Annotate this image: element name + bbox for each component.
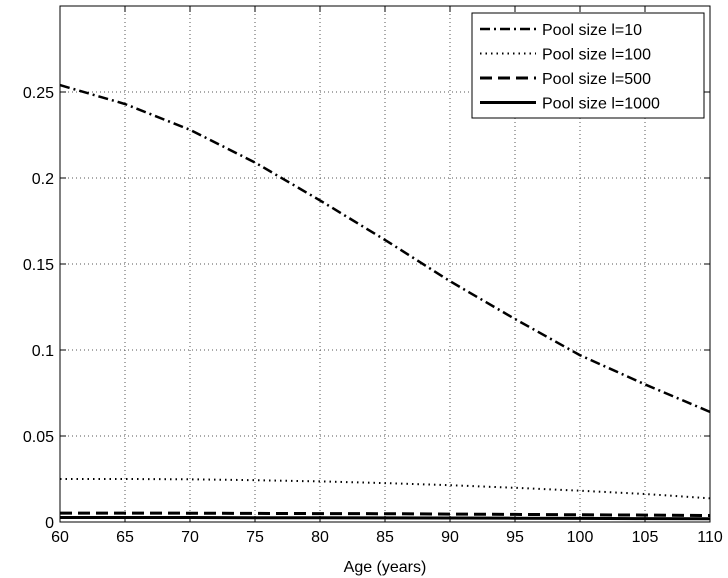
x-tick-label: 70 — [181, 529, 199, 546]
legend-label-2: Pool size l=100 — [542, 47, 651, 64]
series-line-2 — [60, 478, 711, 500]
legend-label-4: Pool size l=1000 — [542, 96, 660, 113]
x-tick-label: 95 — [506, 529, 524, 546]
x-tick-label: 110 — [697, 529, 723, 546]
y-tick-label: 0.25 — [23, 85, 54, 102]
legend-label-1: Pool size l=10 — [542, 22, 642, 39]
axis-ticks: 60 65 70 75 80 85 90 95 100 105 110 0 0.05 0.1 0.15 0.2… — [23, 6, 723, 546]
x-tick-label: 105 — [632, 529, 659, 546]
legend-box — [471, 12, 705, 119]
x-tick-label: 60 — [51, 529, 69, 546]
x-tick-label: 80 — [311, 529, 329, 546]
x-tick-label: 90 — [441, 529, 459, 546]
legend: Pool size l=10 Pool size l=100 Pool size l… — [471, 12, 705, 119]
y-tick-label: 0.05 — [23, 429, 54, 446]
x-axis-label: Age (years) — [344, 559, 427, 576]
series-line-3 — [60, 511, 711, 517]
x-tick-label: 65 — [116, 529, 134, 546]
y-tick-label: 0.1 — [32, 343, 54, 360]
x-tick-label: 85 — [376, 529, 394, 546]
series-line-1 — [59, 83, 711, 414]
y-tick-label: 0 — [45, 515, 54, 532]
x-tick-label: 100 — [567, 529, 594, 546]
y-tick-label: 0.15 — [23, 257, 54, 274]
grid-lines — [60, 6, 710, 522]
x-tick-label: 75 — [246, 529, 264, 546]
y-tick-label: 0.2 — [32, 171, 54, 188]
legend-label-3: Pool size l=500 — [542, 71, 651, 88]
